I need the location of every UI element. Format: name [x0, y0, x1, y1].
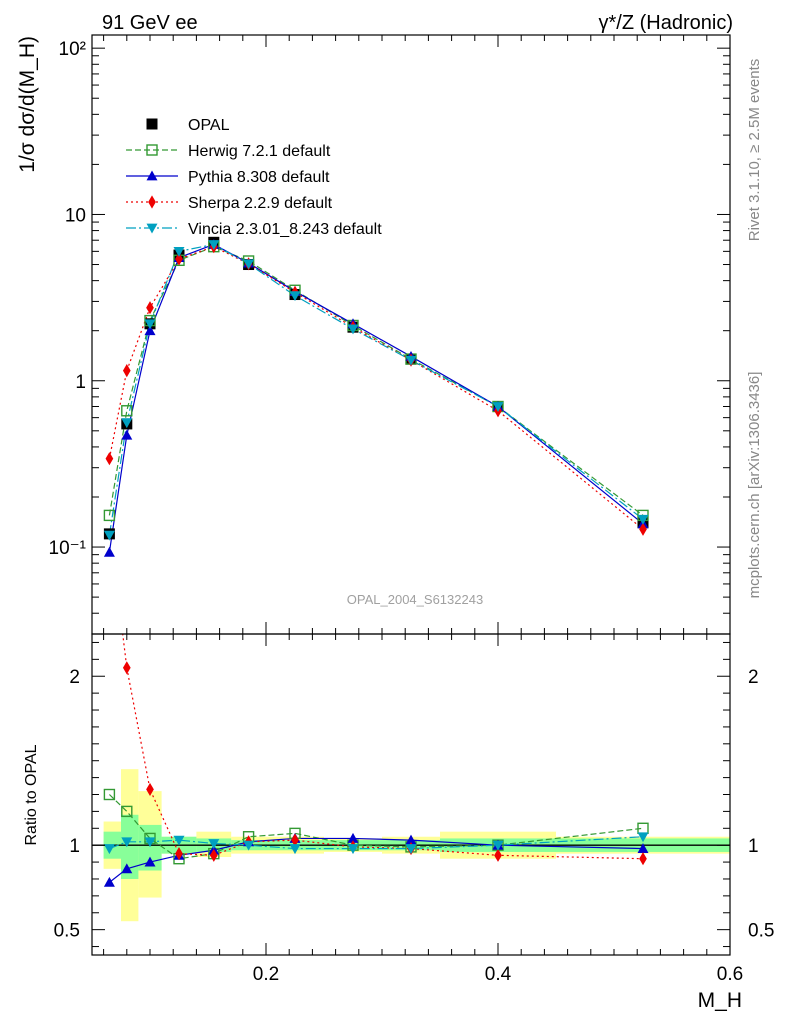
ratio-point-vincia: [103, 844, 115, 855]
point-herwig: [121, 405, 133, 417]
ratio-line-sherpa: [122, 634, 644, 860]
ratio-point-herwig: [103, 788, 116, 801]
ratio-point-pythia: [103, 876, 115, 887]
x-axis-label: M_H: [698, 989, 742, 1012]
point-pythia: [121, 429, 133, 440]
rivet-version-text: Rivet 3.1.10, ≥ 2.5M events: [746, 59, 763, 242]
y-tick-label: 10²: [59, 39, 86, 60]
ratio-point-sherpa: [494, 848, 502, 862]
point-vincia: [637, 514, 649, 525]
legend-label-herwig: Herwig 7.2.1 default: [188, 143, 331, 160]
point-vincia: [144, 319, 156, 330]
series-line-vincia: [108, 243, 644, 536]
y-axis-label: 1/σ dσ/d(M_H): [16, 36, 39, 173]
ratio-point-vincia: [173, 835, 185, 846]
point-vincia: [405, 355, 417, 366]
point-sherpa: [122, 364, 131, 378]
legend-marker-sherpa: [148, 195, 156, 209]
legend: OPAL Herwig 7.2.1 default Pythia 8.308 def…: [126, 117, 382, 238]
point-vincia: [243, 259, 255, 270]
legend-label-pythia: Pythia 8.308 default: [188, 169, 330, 186]
legend-label-sherpa: Sherpa 2.2.9 default: [188, 195, 333, 212]
ratio-point-sherpa: [146, 782, 154, 797]
analysis-watermark: OPAL_2004_S6132243: [347, 592, 483, 607]
point-vincia: [492, 402, 504, 413]
y-tick-label: 10: [65, 205, 86, 226]
point-herwig: [103, 509, 116, 522]
point-vincia: [121, 418, 133, 429]
ratio-y-tick-label-right: 2: [748, 667, 759, 688]
ratio-point-vincia: [243, 840, 255, 851]
ratio-plot: 0.5 0.5 1 1 2 2 0.2 0.4 0.6 Ratio to OPAL M_H: [23, 633, 774, 1012]
point-vincia: [289, 291, 301, 302]
header-right: γ*/Z (Hadronic): [599, 12, 733, 34]
header-left: 91 GeV ee: [102, 12, 198, 34]
ratio-series: [103, 634, 649, 887]
legend-marker-herwig: [146, 144, 158, 156]
ratio-y-axis-label: Ratio to OPAL: [23, 744, 40, 845]
point-vincia: [347, 324, 359, 335]
ratio-point-pythia: [637, 843, 649, 853]
point-sherpa: [105, 452, 114, 466]
series-line-sherpa: [108, 246, 644, 530]
ratio-point-vincia: [289, 844, 301, 855]
legend-marker-pythia: [146, 170, 158, 181]
ratio-point-vincia: [492, 840, 504, 851]
ratio-y-tick-label: 0.5: [54, 921, 80, 942]
y-tick-label: 10⁻¹: [49, 538, 87, 559]
series-line-herwig: [108, 246, 644, 516]
point-pythia: [103, 546, 115, 557]
ratio-point-pythia: [121, 863, 133, 874]
main-plot: 10⁻¹ 1 10 10² 1/σ dσ/d(M_H): [16, 34, 731, 635]
y-tick-label: 1: [75, 372, 86, 393]
x-tick-label: 0.2: [253, 964, 279, 985]
ratio-point-sherpa: [291, 833, 299, 847]
ratio-point-vincia: [121, 837, 133, 848]
point-sherpa: [175, 252, 183, 266]
ratio-point-vincia: [208, 839, 220, 849]
series-line-pythia: [108, 243, 644, 553]
point-sherpa: [639, 522, 647, 536]
legend-label-data: OPAL: [188, 117, 230, 134]
ratio-point-vincia: [405, 844, 417, 855]
ratio-point-vincia: [347, 844, 359, 855]
ratio-y-tick-label: 2: [69, 667, 80, 688]
uncertainty-band-inner: [138, 824, 162, 871]
point-pythia: [144, 325, 156, 336]
ratio-plot-frame: [91, 633, 731, 956]
point-vincia: [173, 246, 185, 257]
x-tick-label: 0.6: [717, 964, 743, 985]
legend-label-vincia: Vincia 2.3.01_8.243 default: [188, 221, 382, 238]
legend-marker-data: [146, 118, 158, 130]
ratio-y-tick-label-right: 1: [748, 836, 759, 857]
point-vincia: [208, 240, 220, 250]
point-sherpa: [146, 301, 154, 315]
ratio-point-sherpa: [175, 847, 183, 861]
ratio-point-sherpa: [639, 852, 647, 866]
ratio-point-herwig: [121, 805, 133, 818]
point-vincia: [103, 530, 115, 541]
ratio-line-herwig: [108, 794, 644, 860]
ratio-point-pythia: [347, 832, 359, 843]
ratio-point-pythia: [405, 834, 417, 845]
x-tick-label: 0.4: [485, 964, 512, 985]
ratio-point-vincia: [144, 837, 156, 848]
mcplots-text: mcplots.cern.ch [arXiv:1306.3436]: [746, 372, 763, 599]
ratio-point-sherpa: [122, 661, 131, 675]
ratio-point-vincia: [637, 832, 649, 843]
uncertainty-band-inner: [121, 814, 139, 879]
ratio-y-tick-label: 1: [69, 836, 80, 857]
ratio-point-sherpa: [209, 848, 218, 862]
ratio-point-pythia: [144, 856, 156, 867]
ratio-y-tick-label-right: 0.5: [748, 921, 774, 942]
legend-marker-vincia: [146, 223, 158, 234]
